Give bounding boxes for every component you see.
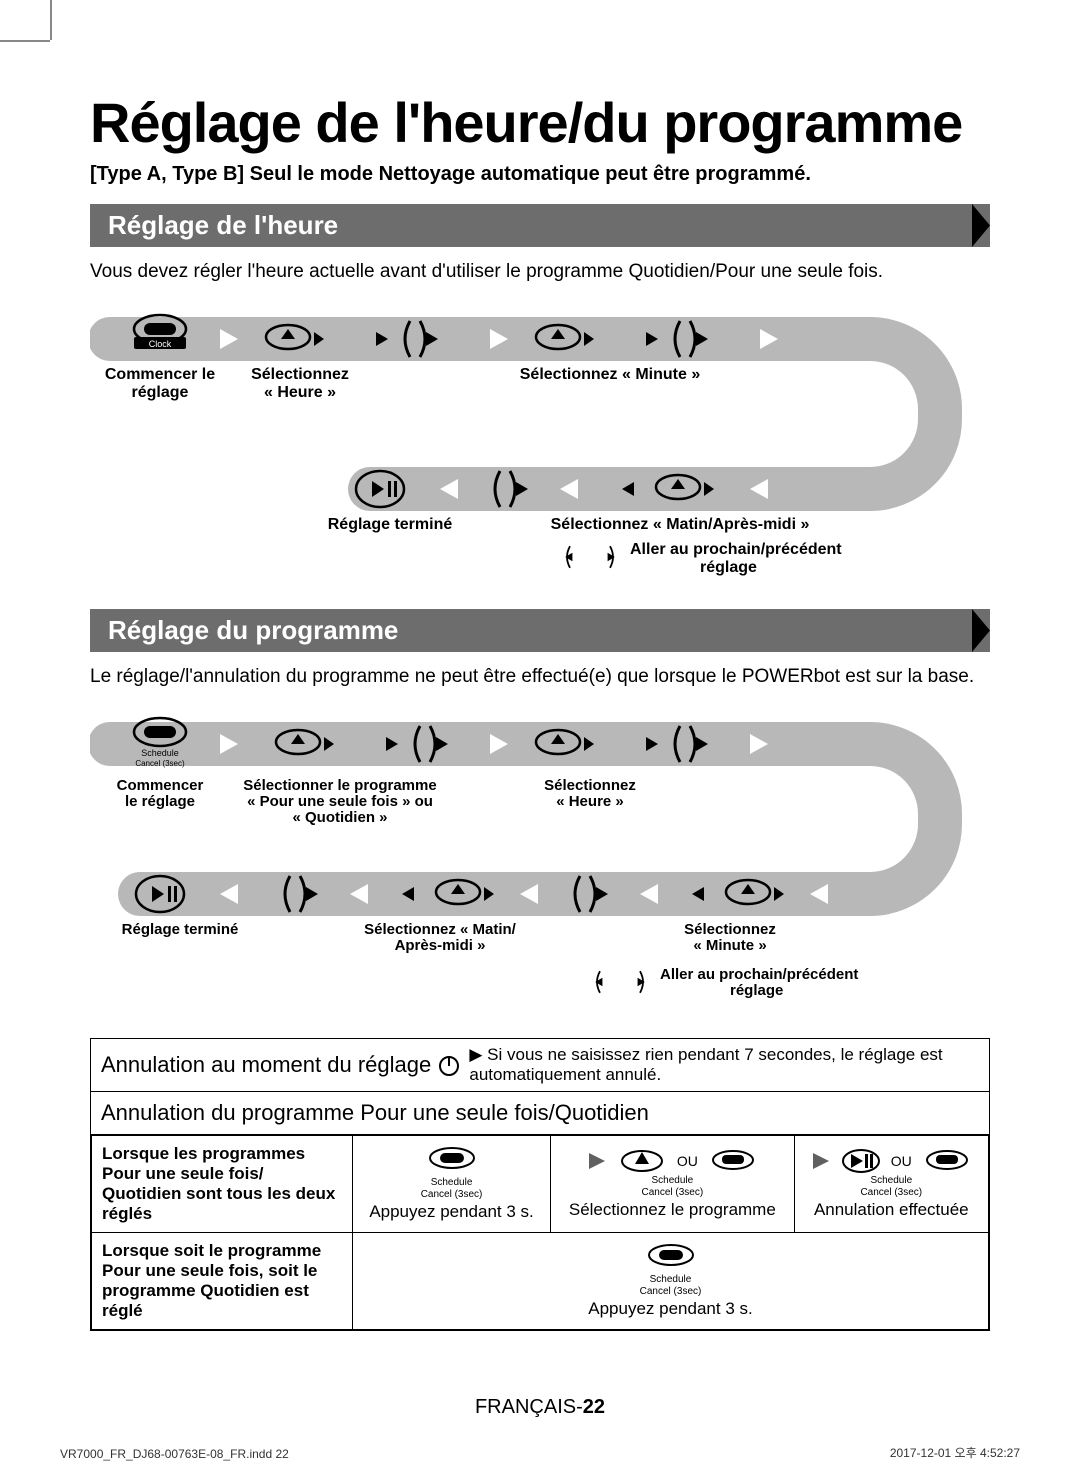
power-icon [437, 1054, 461, 1078]
svg-text:Schedule: Schedule [141, 748, 179, 758]
svg-text:Sélectionner le programme« Pou: Sélectionner le programme« Pour une seul… [243, 777, 436, 826]
svg-text:Réglage terminé: Réglage terminé [328, 516, 453, 533]
page-title: Réglage de l'heure/du programme [90, 90, 990, 155]
svg-text:Sélectionnez« Heure »: Sélectionnez« Heure » [251, 366, 349, 401]
print-mark-left: VR7000_FR_DJ68-00763E-08_FR.indd 22 [60, 1447, 289, 1461]
section1-intro: Vous devez régler l'heure actuelle avant… [90, 261, 990, 283]
section2-heading: Réglage du programme [90, 609, 990, 652]
svg-text:Sélectionnez« Minute »: Sélectionnez« Minute » [684, 921, 776, 954]
time-flow-diagram: Clock Commencer leréglage Sélectionnez« … [90, 299, 990, 599]
svg-text:Sélectionnez« Heure »: Sélectionnez« Heure » [544, 777, 636, 810]
section2-intro: Le réglage/l'annulation du programme ne … [90, 666, 990, 688]
svg-text:Réglage terminé: Réglage terminé [122, 921, 239, 938]
row1-cell3: OU Schedule Cancel (3sec) Annulation eff… [794, 1136, 988, 1233]
page-footer: FRANÇAIS-22 [0, 1396, 1080, 1419]
row2-label: Lorsque soit le programme Pour une seule… [92, 1233, 353, 1330]
svg-text:Sélectionnez « Minute »: Sélectionnez « Minute » [520, 366, 701, 383]
svg-text:Commencerle réglage: Commencerle réglage [117, 777, 204, 810]
svg-text:Sélectionnez « Matin/Après-mid: Sélectionnez « Matin/Après-midi » [551, 516, 810, 533]
svg-text:Aller au prochain/précédentrég: Aller au prochain/précédentréglage [630, 541, 842, 576]
section1-heading: Réglage de l'heure [90, 204, 990, 247]
cancel-box: Annulation au moment du réglage ▶ Si vou… [90, 1038, 990, 1331]
svg-text:Cancel (3sec): Cancel (3sec) [135, 759, 185, 768]
row1-cell1: Schedule Cancel (3sec) Appuyez pendant 3… [353, 1136, 551, 1233]
svg-text:Commencer leréglage: Commencer leréglage [105, 366, 215, 401]
print-mark-right: 2017-12-01 오후 4:52:27 [890, 1444, 1020, 1461]
svg-text:Sélectionnez « Matin/Après-mid: Sélectionnez « Matin/Après-midi » [364, 921, 517, 954]
row1-cell2: OU Schedule Cancel (3sec) Sélectionnez l… [551, 1136, 794, 1233]
cancel-note: ▶ Si vous ne saisissez rien pendant 7 se… [469, 1045, 979, 1085]
row1-label: Lorsque les programmes Pour une seule fo… [92, 1136, 353, 1233]
row2-cell: Schedule Cancel (3sec) Appuyez pendant 3… [353, 1233, 989, 1330]
cancel-subheading: Annulation du programme Pour une seule f… [91, 1092, 989, 1135]
svg-text:Aller au prochain/précédentrég: Aller au prochain/précédentréglage [660, 966, 858, 999]
cancel-heading: Annulation au moment du réglage [101, 1052, 431, 1077]
svg-text:Clock: Clock [149, 339, 172, 349]
subtitle: [Type A, Type B] Seul le mode Nettoyage … [90, 163, 990, 186]
schedule-flow-diagram: Schedule Cancel (3sec) Commencerle régla… [90, 704, 990, 1024]
